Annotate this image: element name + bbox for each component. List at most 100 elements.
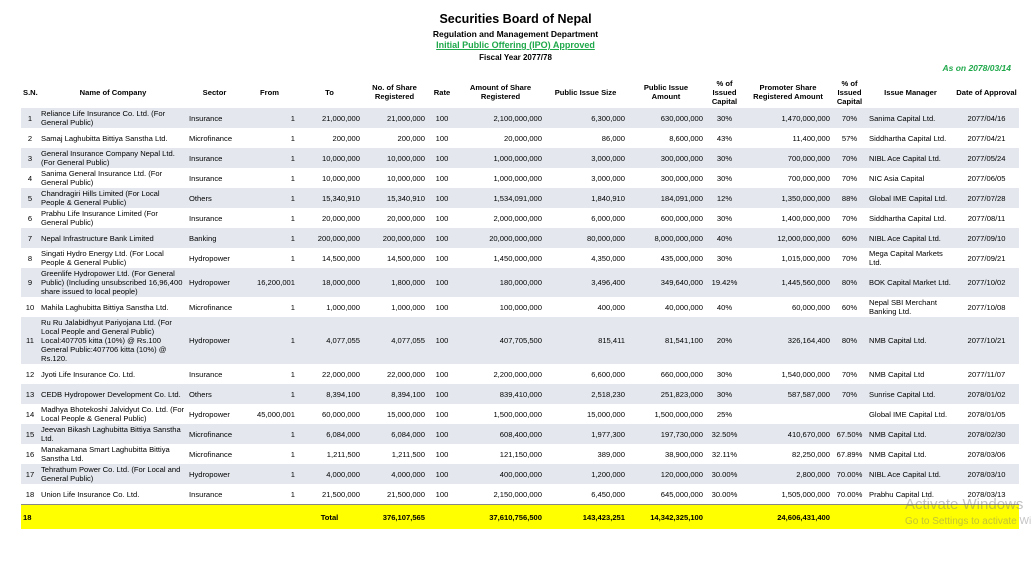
cell: 86,000 [601, 133, 625, 143]
cell: 2078/03/10 [954, 464, 1019, 484]
cell: 1 [242, 464, 297, 484]
cell: 2077/04/16 [954, 108, 1019, 128]
cell: 1,400,000,000 [781, 213, 830, 223]
cell: 400,000 [597, 302, 625, 312]
cell: 43% [716, 133, 733, 143]
cell: Samaj Laghubitta Bittiya Sanstha Ltd. [41, 133, 168, 143]
cell: NMB Capital Ltd. [867, 424, 954, 444]
column-header: No. of Share Registered [372, 83, 417, 101]
table-row: 6 Prabhu Life Insurance Limited (For Gene… [21, 208, 1019, 228]
cell: Insurance [187, 108, 242, 128]
cell: 4,000,000 [362, 464, 427, 484]
cell: Microfinance [189, 133, 233, 143]
cell: 100 [427, 464, 457, 484]
cell: 15,000,000 [586, 409, 625, 419]
cell: 1 [290, 173, 295, 183]
cell: 30% [705, 384, 744, 404]
cell: 70% [841, 173, 858, 183]
cell: 1 [21, 108, 39, 128]
cell: 815,411 [544, 317, 627, 364]
cell: 1 [242, 148, 297, 168]
cell: 19.42% [705, 268, 744, 297]
table-row: 1 Reliance Life Insurance Co. Ltd. (For G… [21, 108, 1019, 128]
cell: Hydropower [187, 317, 242, 364]
cell: 82,250,000 [791, 449, 830, 459]
column-header: From [260, 87, 279, 97]
cell: 38,900,000 [664, 449, 703, 459]
cell: Hydropower [189, 409, 230, 419]
cell: 4,350,000 [591, 253, 625, 263]
cell: Chandragiri Hills Limited (For Local Peo… [39, 188, 187, 208]
cell: 5 [21, 188, 39, 208]
cell: 120,000,000 [627, 464, 705, 484]
cell: 12 [25, 369, 35, 379]
cell: 587,587,000 [744, 384, 832, 404]
cell: 30% [716, 173, 733, 183]
cell: 1 [290, 213, 295, 223]
table-row: 14 Madhya Bhotekoshi Jalvidyut Co. Ltd. (… [21, 404, 1019, 424]
cell: 20,000,000 [386, 213, 425, 223]
table-row: 13 CEDB Hydropower Development Co. Ltd. Ot… [21, 384, 1019, 404]
department: Regulation and Management Department [432, 29, 599, 39]
total-cell: 24,606,431,400 [744, 504, 832, 529]
cell: 2,200,000,000 [493, 369, 542, 379]
cell: 15,340,910 [362, 188, 427, 208]
cell: Global IME Capital Ltd. [869, 409, 948, 419]
cell: 1 [242, 108, 297, 128]
cell: 200,000,000 [362, 228, 427, 248]
cell: 100 [435, 449, 449, 459]
cell: 1 [290, 302, 295, 312]
cell: 20% [705, 317, 744, 364]
cell: 1,015,000,000 [781, 253, 830, 263]
cell: 251,823,000 [627, 384, 705, 404]
cell: 184,091,000 [627, 188, 705, 208]
cell: 11,400,000 [792, 133, 830, 143]
cell: Sunrise Capital Ltd. [867, 384, 954, 404]
cell: 8,394,100 [362, 384, 427, 404]
cell: 57% [841, 133, 858, 143]
table-row: 3 General Insurance Company Nepal Ltd. (F… [21, 148, 1019, 168]
cell: 70% [841, 253, 858, 263]
total-cell [832, 504, 867, 529]
cell: 25% [716, 409, 733, 419]
table-row: 12 Jyoti Life Insurance Co. Ltd. Insurance… [21, 364, 1019, 384]
cell: Insurance [189, 213, 223, 223]
cell: 100 [427, 148, 457, 168]
total-cell [867, 504, 954, 529]
cell: 10,000,000 [297, 148, 362, 168]
cell: Global IME Capital Ltd. [867, 188, 954, 208]
cell: 4,077,055 [362, 317, 427, 364]
cell: 1,000,000,000 [493, 173, 542, 183]
cell: 7 [21, 228, 39, 248]
total-cell: 14,342,325,100 [627, 504, 705, 529]
cell: 1,540,000,000 [781, 369, 830, 379]
column-header: Promoter Share Registered Amount [753, 83, 823, 101]
cell: 1 [290, 449, 295, 459]
cell: 14 [25, 409, 35, 419]
total-cell: 143,423,251 [544, 504, 627, 529]
column-header: Name of Company [79, 87, 147, 97]
cell: Nepal Infrastructure Bank Limited [39, 228, 187, 248]
cell: 3,000,000 [591, 173, 625, 183]
cell: 2077/09/21 [967, 253, 1006, 263]
column-header: Rate [433, 87, 451, 97]
cell: 100 [435, 253, 449, 263]
ipo-table: S.N. Name of Company Sector From To No. of Sh… [21, 76, 1019, 529]
cell: 2078/03/06 [967, 449, 1006, 459]
cell: 15 [21, 424, 39, 444]
cell: 180,000,000 [457, 268, 544, 297]
table-row: 18 Union Life Insurance Co. Ltd. Insurance… [21, 484, 1019, 505]
cell: 60% [841, 302, 858, 312]
cell: Mahila Laghubitta Bittiya Sanstha Ltd. [41, 302, 169, 312]
cell: 81,541,100 [627, 317, 705, 364]
cell: 30% [705, 108, 744, 128]
cell: 1,505,000,000 [781, 489, 830, 499]
fiscal-year: Fiscal Year 2077/78 [479, 53, 552, 62]
cell: 70.00% [832, 464, 867, 484]
cell: 1 [290, 253, 295, 263]
cell: Greenlife Hydropower Ltd. (For General P… [39, 268, 187, 297]
column-header: % of Issued Capital [836, 78, 863, 106]
cell: 12% [705, 188, 744, 208]
cell: 200,000 [332, 133, 360, 143]
cell: 1,211,500 [326, 449, 360, 459]
